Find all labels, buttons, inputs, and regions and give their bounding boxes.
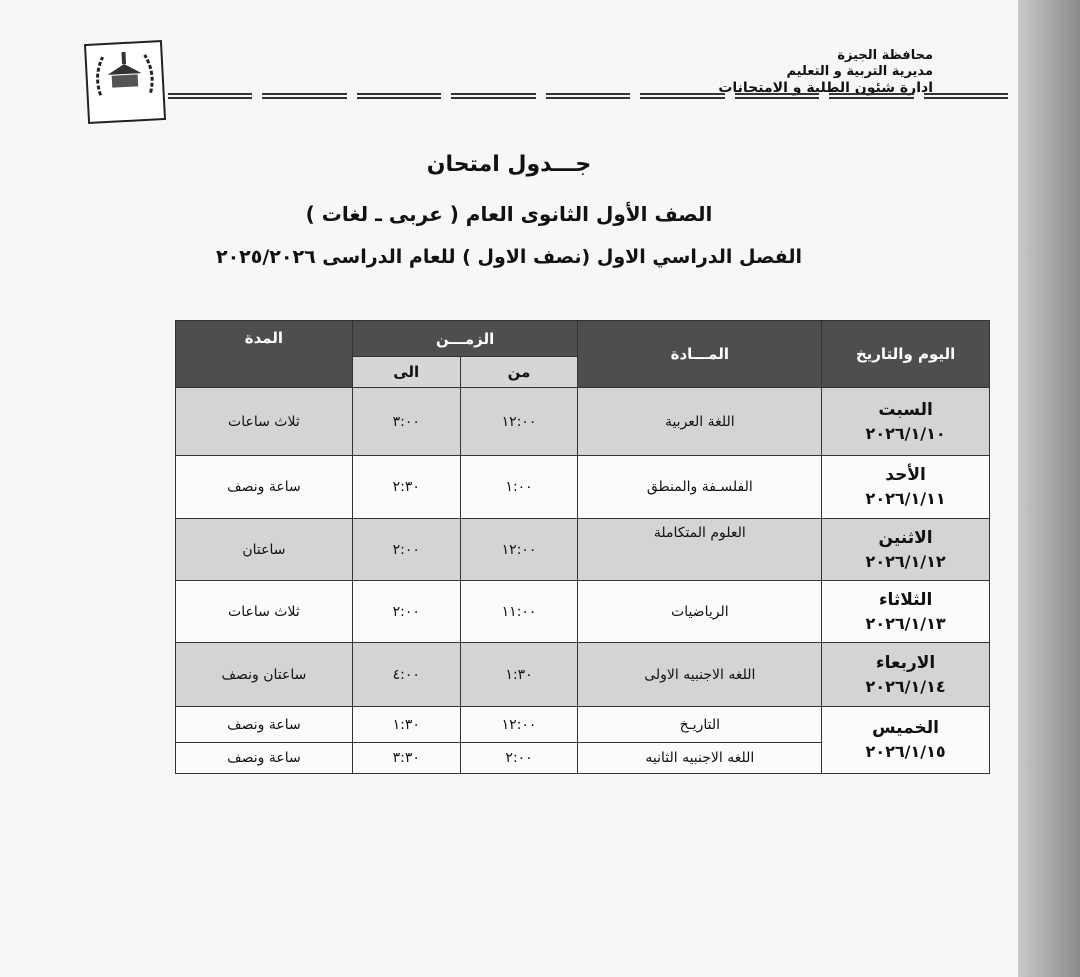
duration-cell: ثلاث ساعات xyxy=(175,580,353,643)
subject-cell: العلوم المتكاملة xyxy=(577,518,823,581)
table-row: الاربعاء ٢٠٢٦/١/١٤ اللغه الاجنبيه الاولى … xyxy=(175,642,990,707)
department: ادارة شئون الطلبة و الامتحانات xyxy=(718,80,933,96)
header-duration: المدة xyxy=(175,320,353,388)
table-row: الأحد ٢٠٢٦/١/١١ الفلسـفة والمنطق ١:٠٠ ٢:٣… xyxy=(175,455,990,519)
duration-cell: ثلاث ساعات xyxy=(175,387,353,456)
subject-cell: الفلسـفة والمنطق xyxy=(577,455,823,519)
subject-cell: اللغه الاجنبيه الاولى xyxy=(577,642,823,707)
to-cell: ٤:٠٠ xyxy=(351,642,461,707)
exam-schedule-table: اليوم والتاريخ المـــادة الزمـــن المدة … xyxy=(175,320,990,774)
emblem-icon xyxy=(96,51,154,96)
to-cell: ١:٣٠ xyxy=(351,706,461,743)
duration-cell: ساعتان xyxy=(175,518,353,581)
from-cell: ٢:٠٠ xyxy=(459,742,579,774)
grade-title: الصف الأول الثانوى العام ( عربى ـ لغات ) xyxy=(305,202,713,226)
subject-cell: اللغه الاجنبيه الثانيه xyxy=(577,742,823,774)
governorate: محافظة الجيزة xyxy=(837,48,933,63)
from-cell: ١:٣٠ xyxy=(459,642,579,707)
header-subject: المـــادة xyxy=(577,320,823,388)
header-from: من xyxy=(459,356,579,388)
from-cell: ١٢:٠٠ xyxy=(459,387,579,456)
duration-cell: ساعة ونصف xyxy=(175,706,353,743)
header-rule xyxy=(168,93,1008,99)
table-row: الثلاثاء ٢٠٢٦/١/١٣ الرياضيات ١١:٠٠ ٢:٠٠ ث… xyxy=(175,580,990,643)
term-title: الفصل الدراسي الاول (نصف الاول ) للعام ا… xyxy=(215,246,803,268)
table-row: اللغه الاجنبيه الثانيه ٢:٠٠ ٣:٣٠ ساعة ون… xyxy=(175,742,990,774)
header-day: اليوم والتاريخ xyxy=(821,320,990,388)
table-row: الخميس ٢٠٢٦/١/١٥ التاريـخ ١٢:٠٠ ١:٣٠ ساعة… xyxy=(175,706,990,774)
subject-cell: الرياضيات xyxy=(577,580,823,643)
to-cell: ٢:٠٠ xyxy=(351,580,461,643)
from-cell: ١:٠٠ xyxy=(459,455,579,519)
subject-cell: اللغة العربية xyxy=(577,387,823,456)
scan-edge xyxy=(1018,0,1080,977)
from-cell: ١٢:٠٠ xyxy=(459,518,579,581)
header-to: الى xyxy=(351,356,461,388)
day-cell: الخميس ٢٠٢٦/١/١٥ xyxy=(821,706,990,774)
to-cell: ٢:٠٠ xyxy=(351,518,461,581)
day-cell: الأحد ٢٠٢٦/١/١١ xyxy=(821,455,990,519)
day-cell: السبت ٢٠٢٦/١/١٠ xyxy=(821,387,990,456)
duration-cell: ساعة ونصف xyxy=(175,742,353,774)
directorate-logo: ​ xyxy=(83,40,167,124)
from-cell: ١١:٠٠ xyxy=(459,580,579,643)
to-cell: ٣:٣٠ xyxy=(351,742,461,774)
table-row: الاثنين ٢٠٢٦/١/١٢ العلوم المتكاملة ١٢:٠٠ … xyxy=(175,518,990,581)
directorate: مديرية التربية و التعليم xyxy=(786,64,933,79)
table-row: السبت ٢٠٢٦/١/١٠ اللغة العربية ١٢:٠٠ ٣:٠٠ … xyxy=(175,387,990,456)
from-cell: ١٢:٠٠ xyxy=(459,706,579,743)
header-time: الزمـــن xyxy=(351,320,579,357)
page-title: جـــدول امتحان xyxy=(426,152,592,177)
duration-cell: ساعة ونصف xyxy=(175,455,353,519)
to-cell: ٣:٠٠ xyxy=(351,387,461,456)
day-cell: الاثنين ٢٠٢٦/١/١٢ xyxy=(821,518,990,581)
letterhead: محافظة الجيزة مديرية التربية و التعليم ا… xyxy=(718,48,933,96)
subject-cell: التاريـخ xyxy=(577,706,823,743)
day-cell: الاربعاء ٢٠٢٦/١/١٤ xyxy=(821,642,990,707)
to-cell: ٢:٣٠ xyxy=(351,455,461,519)
document-page: ​ محافظة الجيزة مديرية التربية و التعليم… xyxy=(0,0,1018,977)
day-cell: الثلاثاء ٢٠٢٦/١/١٣ xyxy=(821,580,990,643)
duration-cell: ساعتان ونصف xyxy=(175,642,353,707)
